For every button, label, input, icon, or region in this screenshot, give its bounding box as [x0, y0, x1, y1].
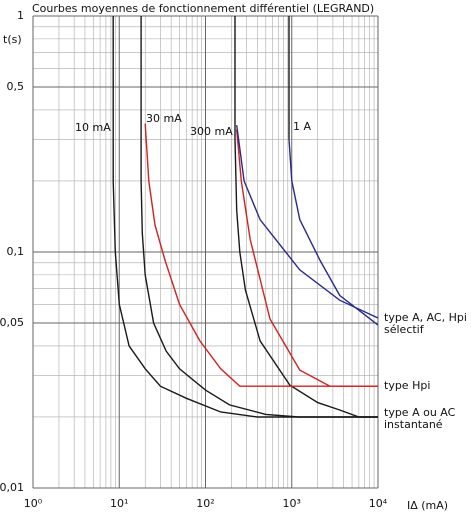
y-tick-label: 1 — [17, 9, 24, 22]
x-tick-label: 10⁰ — [24, 497, 43, 510]
curve — [234, 16, 378, 418]
annotation: type A, AC, Hpi — [384, 311, 467, 324]
y-tick-label: 0,5 — [7, 80, 25, 93]
curve-label: 300 mA — [190, 125, 233, 138]
chart-title: Courbes moyennes de fonctionnement diffé… — [32, 2, 374, 15]
annotation: type A ou AC — [384, 406, 456, 419]
curve-label: 1 A — [293, 120, 311, 133]
y-axis-title: t(s) — [3, 33, 22, 46]
annotation: type Hpi — [384, 379, 430, 392]
curve — [288, 139, 379, 326]
y-tick-label: 0,01 — [0, 481, 24, 494]
annotation: instantané — [384, 418, 443, 431]
x-tick-label: 10³ — [283, 497, 301, 510]
x-tick-label: 10² — [196, 497, 214, 510]
x-tick-label: 10¹ — [110, 497, 128, 510]
y-tick-label: 0,05 — [0, 316, 24, 329]
y-tick-label: 0,1 — [7, 245, 25, 258]
curve — [144, 123, 378, 387]
curve — [112, 16, 378, 418]
x-axis-title: IΔ (mA) — [407, 499, 448, 512]
annotation: sélectif — [384, 323, 425, 336]
curve — [140, 16, 378, 418]
curve-label: 30 mA — [146, 112, 182, 125]
x-tick-label: 10⁴ — [369, 497, 388, 510]
curve — [236, 129, 378, 387]
curve-label: 10 mA — [75, 121, 111, 134]
curve — [236, 125, 379, 319]
